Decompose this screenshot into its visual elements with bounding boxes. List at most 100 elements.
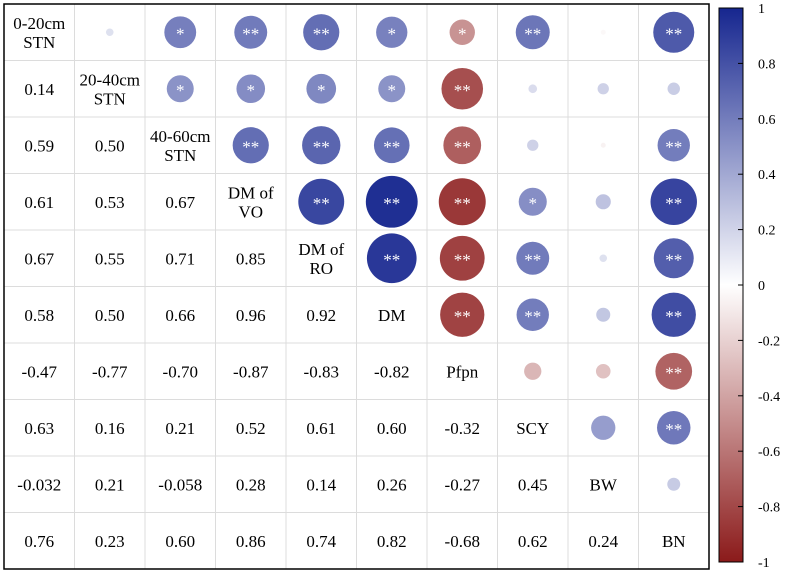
diagonal-variable-label: STN (164, 146, 196, 165)
diagonal-variable-label: VO (238, 202, 263, 221)
color-scale-tick-label: 0.2 (758, 224, 776, 239)
correlation-circle (657, 411, 691, 445)
correlation-value-label: 0.61 (24, 193, 54, 212)
correlation-circle (653, 11, 695, 53)
correlation-value-label: -0.27 (445, 475, 481, 494)
correlation-value-label: -0.83 (304, 362, 339, 381)
correlation-circle (449, 19, 475, 45)
significance-marker: ** (454, 81, 471, 100)
correlation-circle (373, 127, 410, 164)
significance-marker: ** (665, 24, 682, 43)
significance-marker: ** (383, 137, 400, 156)
diagonal-variable-label: DM of (298, 240, 344, 259)
correlation-circle (528, 84, 538, 94)
correlation-value-label: 0.23 (95, 532, 125, 551)
diagonal-variable-label: SCY (516, 419, 549, 438)
color-scale-tick-label: 0.6 (758, 113, 776, 128)
color-scale-tick-label: 0.4 (758, 168, 776, 183)
correlation-circle (516, 298, 549, 331)
correlation-value-label: 0.14 (306, 475, 336, 494)
significance-marker: ** (454, 250, 471, 269)
correlation-circle (667, 477, 681, 491)
correlation-value-label: -0.70 (163, 362, 198, 381)
significance-marker: * (317, 81, 326, 100)
significance-marker: ** (665, 137, 682, 156)
matrix-border (3, 3, 710, 570)
significance-marker: ** (665, 307, 682, 326)
correlation-value-label: 0.53 (95, 193, 125, 212)
diagonal-variable-label: RO (309, 259, 333, 278)
significance-marker: ** (383, 250, 400, 269)
significance-marker: * (458, 24, 467, 43)
correlation-value-label: 0.26 (377, 475, 407, 494)
correlation-value-label: 0.62 (518, 532, 548, 551)
correlation-value-label: 0.82 (377, 532, 407, 551)
significance-marker: ** (383, 194, 400, 213)
significance-marker: ** (313, 194, 330, 213)
correlation-value-label: 0.50 (95, 136, 125, 155)
correlation-circle (234, 15, 268, 49)
correlation-circle (650, 178, 697, 225)
correlation-circle (365, 175, 418, 228)
correlation-value-label: 0.59 (24, 136, 54, 155)
correlation-value-label: 0.21 (165, 419, 195, 438)
significance-marker: * (529, 194, 538, 213)
correlation-circle (651, 292, 696, 337)
diagonal-variable-label: 0-20cm (13, 14, 65, 33)
correlation-value-label: 0.50 (95, 306, 125, 325)
significance-marker: ** (665, 420, 682, 439)
correlation-value-label: 0.92 (306, 306, 336, 325)
diagonal-variable-label: BW (590, 475, 618, 494)
correlation-circle (597, 83, 609, 95)
color-scale-tick-label: 1 (758, 2, 765, 17)
significance-marker: * (176, 81, 185, 100)
correlation-circle (366, 233, 417, 284)
significance-marker: ** (524, 307, 541, 326)
correlation-value-label: -0.058 (158, 475, 202, 494)
correlation-circle (600, 142, 606, 148)
diagonal-variable-label: DM of (228, 183, 274, 202)
color-scale-tick-label: -0.4 (758, 390, 780, 405)
correlation-circle (599, 254, 608, 263)
correlation-circle (438, 178, 486, 226)
color-scale-tick-label: -0.8 (758, 501, 780, 516)
correlation-value-label: 0.76 (24, 532, 54, 551)
correlation-circle (302, 126, 341, 165)
significance-marker: ** (313, 24, 330, 43)
correlation-circle (376, 16, 408, 48)
correlation-circle (595, 363, 611, 379)
correlation-circle (306, 73, 337, 104)
significance-marker: ** (242, 24, 259, 43)
correlation-value-label: -0.47 (22, 362, 58, 381)
correlation-value-label: 0.14 (24, 80, 54, 99)
correlation-circle (166, 75, 194, 103)
correlation-value-label: -0.032 (17, 475, 61, 494)
correlation-value-label: 0.52 (236, 419, 266, 438)
correlation-value-label: 0.63 (24, 419, 54, 438)
correlation-value-label: -0.32 (445, 419, 480, 438)
correlation-circle (439, 235, 485, 281)
correlation-circle (518, 187, 547, 216)
correlation-circle (164, 16, 197, 49)
correlation-value-label: 0.61 (306, 419, 336, 438)
correlation-value-label: 0.60 (377, 419, 407, 438)
significance-marker: ** (524, 24, 541, 43)
correlation-value-label: 0.60 (165, 532, 195, 551)
matrix-frame (3, 3, 710, 570)
correlation-circle (515, 15, 550, 50)
correlation-circle (657, 129, 690, 162)
significance-marker: ** (242, 137, 259, 156)
significance-marker: ** (665, 194, 682, 213)
correlation-value-label: 0.96 (236, 306, 266, 325)
correlation-circle (440, 292, 485, 337)
correlation-value-label: 0.85 (236, 249, 266, 268)
matrix-grid (4, 4, 709, 569)
correlation-circles (105, 11, 697, 491)
correlation-circle (596, 307, 611, 322)
correlation-circle (600, 29, 606, 35)
correlation-circle (236, 74, 266, 104)
significance-marker: ** (524, 250, 541, 269)
correlation-circle (595, 194, 611, 210)
